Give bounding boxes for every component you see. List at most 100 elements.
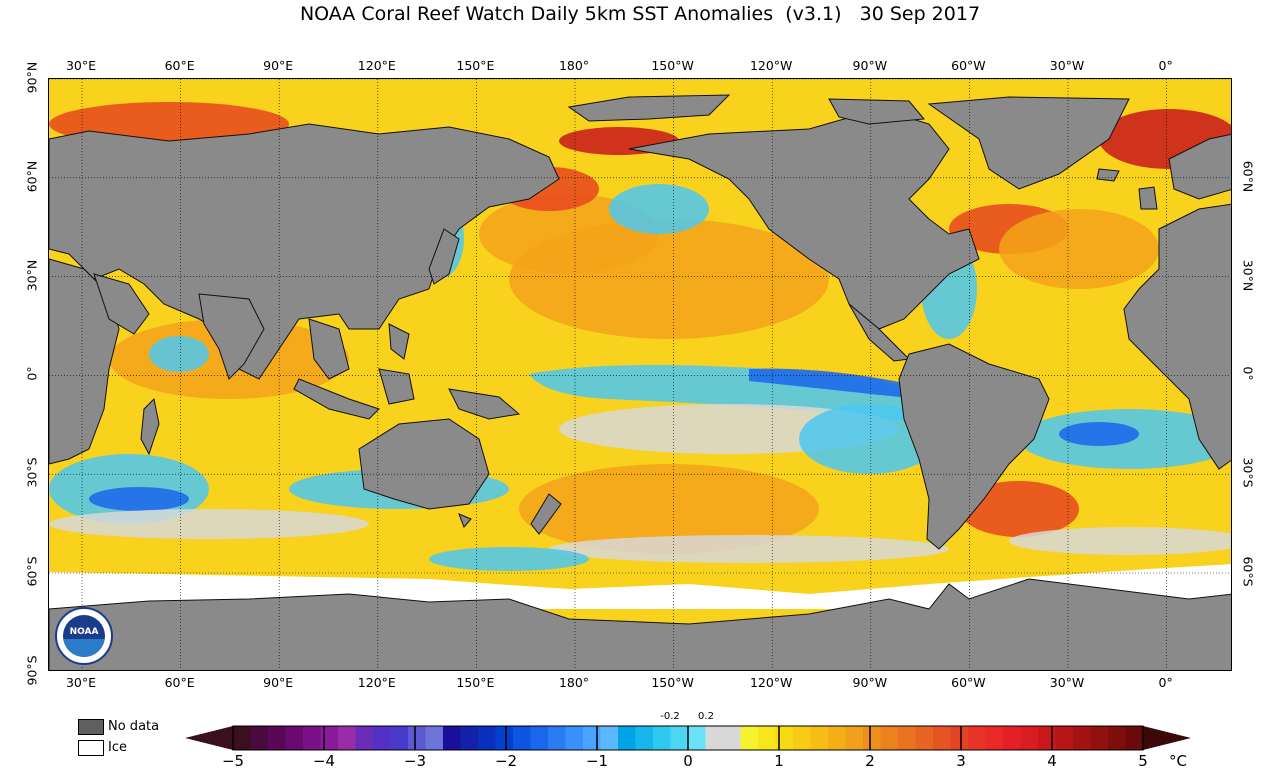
colorbar-tick-label: 2 [865, 752, 875, 770]
colorbar-segment [775, 726, 794, 750]
noaa-logo: NOAA [55, 607, 113, 665]
colorbar-tick-label: 3 [956, 752, 966, 770]
colorbar-segment [985, 726, 1004, 750]
colorbar-segment [478, 726, 496, 750]
longitude-tick-label: 180° [558, 58, 590, 73]
colorbar-segment [1020, 726, 1039, 750]
no-data-swatch [78, 719, 104, 735]
latitude-tick-label: 0° [1240, 366, 1256, 381]
colorbar-segment [810, 726, 829, 750]
longitude-tick-label: 60°E [164, 675, 195, 690]
latitude-tick-label: 30°N [24, 259, 40, 292]
longitude-tick-label: 30°W [1049, 58, 1085, 73]
colorbar-tick-label: −4 [312, 752, 336, 770]
arctic-no-data-region [567, 94, 731, 122]
colorbar-segment [583, 726, 601, 750]
colorbar-segment [1003, 726, 1021, 750]
colorbar-threshold-label: 0.2 [698, 711, 714, 722]
australia-land [358, 418, 490, 510]
colorbar-segment [740, 726, 759, 750]
colorbar-outline [232, 725, 1144, 751]
colorbar-segment [898, 726, 916, 750]
colorbar-segment [863, 726, 881, 750]
agulhas-cold-patch [89, 487, 189, 511]
longitude-tick-label: 120°E [357, 675, 396, 690]
longitude-tick-label: 90°E [263, 675, 294, 690]
longitude-tick-label: 90°W [852, 58, 888, 73]
colorbar-segment [425, 726, 444, 750]
colorbar-segment [705, 726, 724, 750]
philippines-land [388, 323, 410, 360]
borneo-land [378, 368, 415, 405]
ice-label: Ice [108, 740, 127, 755]
madagascar-land [140, 397, 160, 456]
eurasia-land [49, 123, 560, 380]
colorbar-segment [443, 726, 461, 750]
colorbar-segment [495, 726, 514, 750]
longitude-tick-label: 90°W [852, 675, 888, 690]
noaa-logo-wave [63, 639, 105, 657]
colorbar-segment [390, 726, 409, 750]
colorbar-tick-label: −1 [585, 752, 609, 770]
longitude-tick-label: 150°W [651, 58, 694, 73]
colorbar-segment [635, 726, 654, 750]
latitude-tick-label: 60°N [24, 160, 40, 193]
arabia-land [93, 273, 150, 335]
colorbar-segment [1108, 726, 1126, 750]
colorbar-segment [1125, 726, 1144, 750]
south-atlantic-hot-patch [959, 481, 1079, 537]
colorbar-segment [408, 726, 426, 750]
europe-west-africa-land [1123, 203, 1231, 470]
colorbar-segment [758, 726, 776, 750]
colorbar-segment [1055, 726, 1074, 750]
colorbar-segment [233, 726, 251, 750]
southern-ocean-neutral-mid [549, 535, 949, 563]
south-atlantic-cold-patch [1059, 422, 1139, 446]
sumatra-java-land [293, 378, 380, 420]
colorbar-tick-label: −3 [403, 752, 427, 770]
latitude-tick-label: 90°N [24, 61, 40, 94]
colorbar-segment [303, 726, 321, 750]
colorbar-tick-label: −5 [221, 752, 245, 770]
latitude-tick-label: 60°S [1240, 556, 1256, 587]
antarctica-land [49, 578, 1231, 670]
latitude-tick-label: 30°S [24, 457, 40, 488]
colorbar-unit-label: °C [1169, 752, 1187, 770]
noaa-logo-text: NOAA [69, 627, 99, 637]
colorbar-segment [1038, 726, 1056, 750]
colorbar-segment [355, 726, 374, 750]
colorbar-segment [600, 726, 619, 750]
colorbar-tick-label: 5 [1138, 752, 1148, 770]
colorbar-segment [338, 726, 356, 750]
latitude-tick-label: 60°S [24, 556, 40, 587]
colorbar-segment [828, 726, 846, 750]
colorbar-segment [933, 726, 951, 750]
equatorial-pacific-cold-tongue [749, 368, 919, 399]
scandinavia-land [1168, 133, 1231, 200]
colorbar-segment [618, 726, 636, 750]
colorbar-segment [285, 726, 304, 750]
sst-anomaly-map[interactable]: NOAA [48, 78, 1232, 671]
north-pacific-cool-patch [609, 184, 709, 234]
colorbar-left-arrow [185, 726, 233, 750]
colorbar-segment [548, 726, 566, 750]
longitude-tick-label: 0° [1158, 675, 1173, 690]
colorbar-segment [653, 726, 671, 750]
colorbar-segment [530, 726, 549, 750]
south-america-land [898, 343, 1050, 550]
colorbar-segment [968, 726, 986, 750]
colorbar-tick-label: 1 [774, 752, 784, 770]
north-atlantic-warm-patch [999, 209, 1159, 289]
longitude-tick-label: 120°E [357, 58, 396, 73]
colorbar-segment [1073, 726, 1091, 750]
new-zealand-land [530, 493, 562, 535]
north-america-land [628, 108, 980, 330]
longitude-tick-label: 30°E [65, 675, 97, 690]
southern-ocean-neutral-east [1009, 527, 1231, 555]
southern-ocean-cool-patch [429, 547, 589, 571]
colorbar-segment [513, 726, 531, 750]
longitude-tick-label: 180° [558, 675, 590, 690]
longitude-tick-label: 120°W [749, 58, 793, 73]
peru-coast-cool-patch [799, 404, 939, 474]
colorbar [185, 725, 1191, 751]
